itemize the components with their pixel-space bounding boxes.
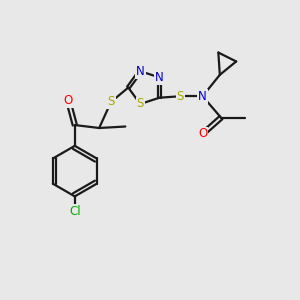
Text: S: S (177, 90, 184, 103)
Text: O: O (64, 94, 73, 107)
Text: S: S (136, 98, 144, 110)
Text: N: N (198, 90, 207, 103)
Text: O: O (198, 128, 207, 140)
Text: S: S (107, 95, 115, 108)
Text: N: N (136, 65, 145, 78)
Text: Cl: Cl (69, 205, 81, 218)
Text: N: N (155, 71, 164, 84)
